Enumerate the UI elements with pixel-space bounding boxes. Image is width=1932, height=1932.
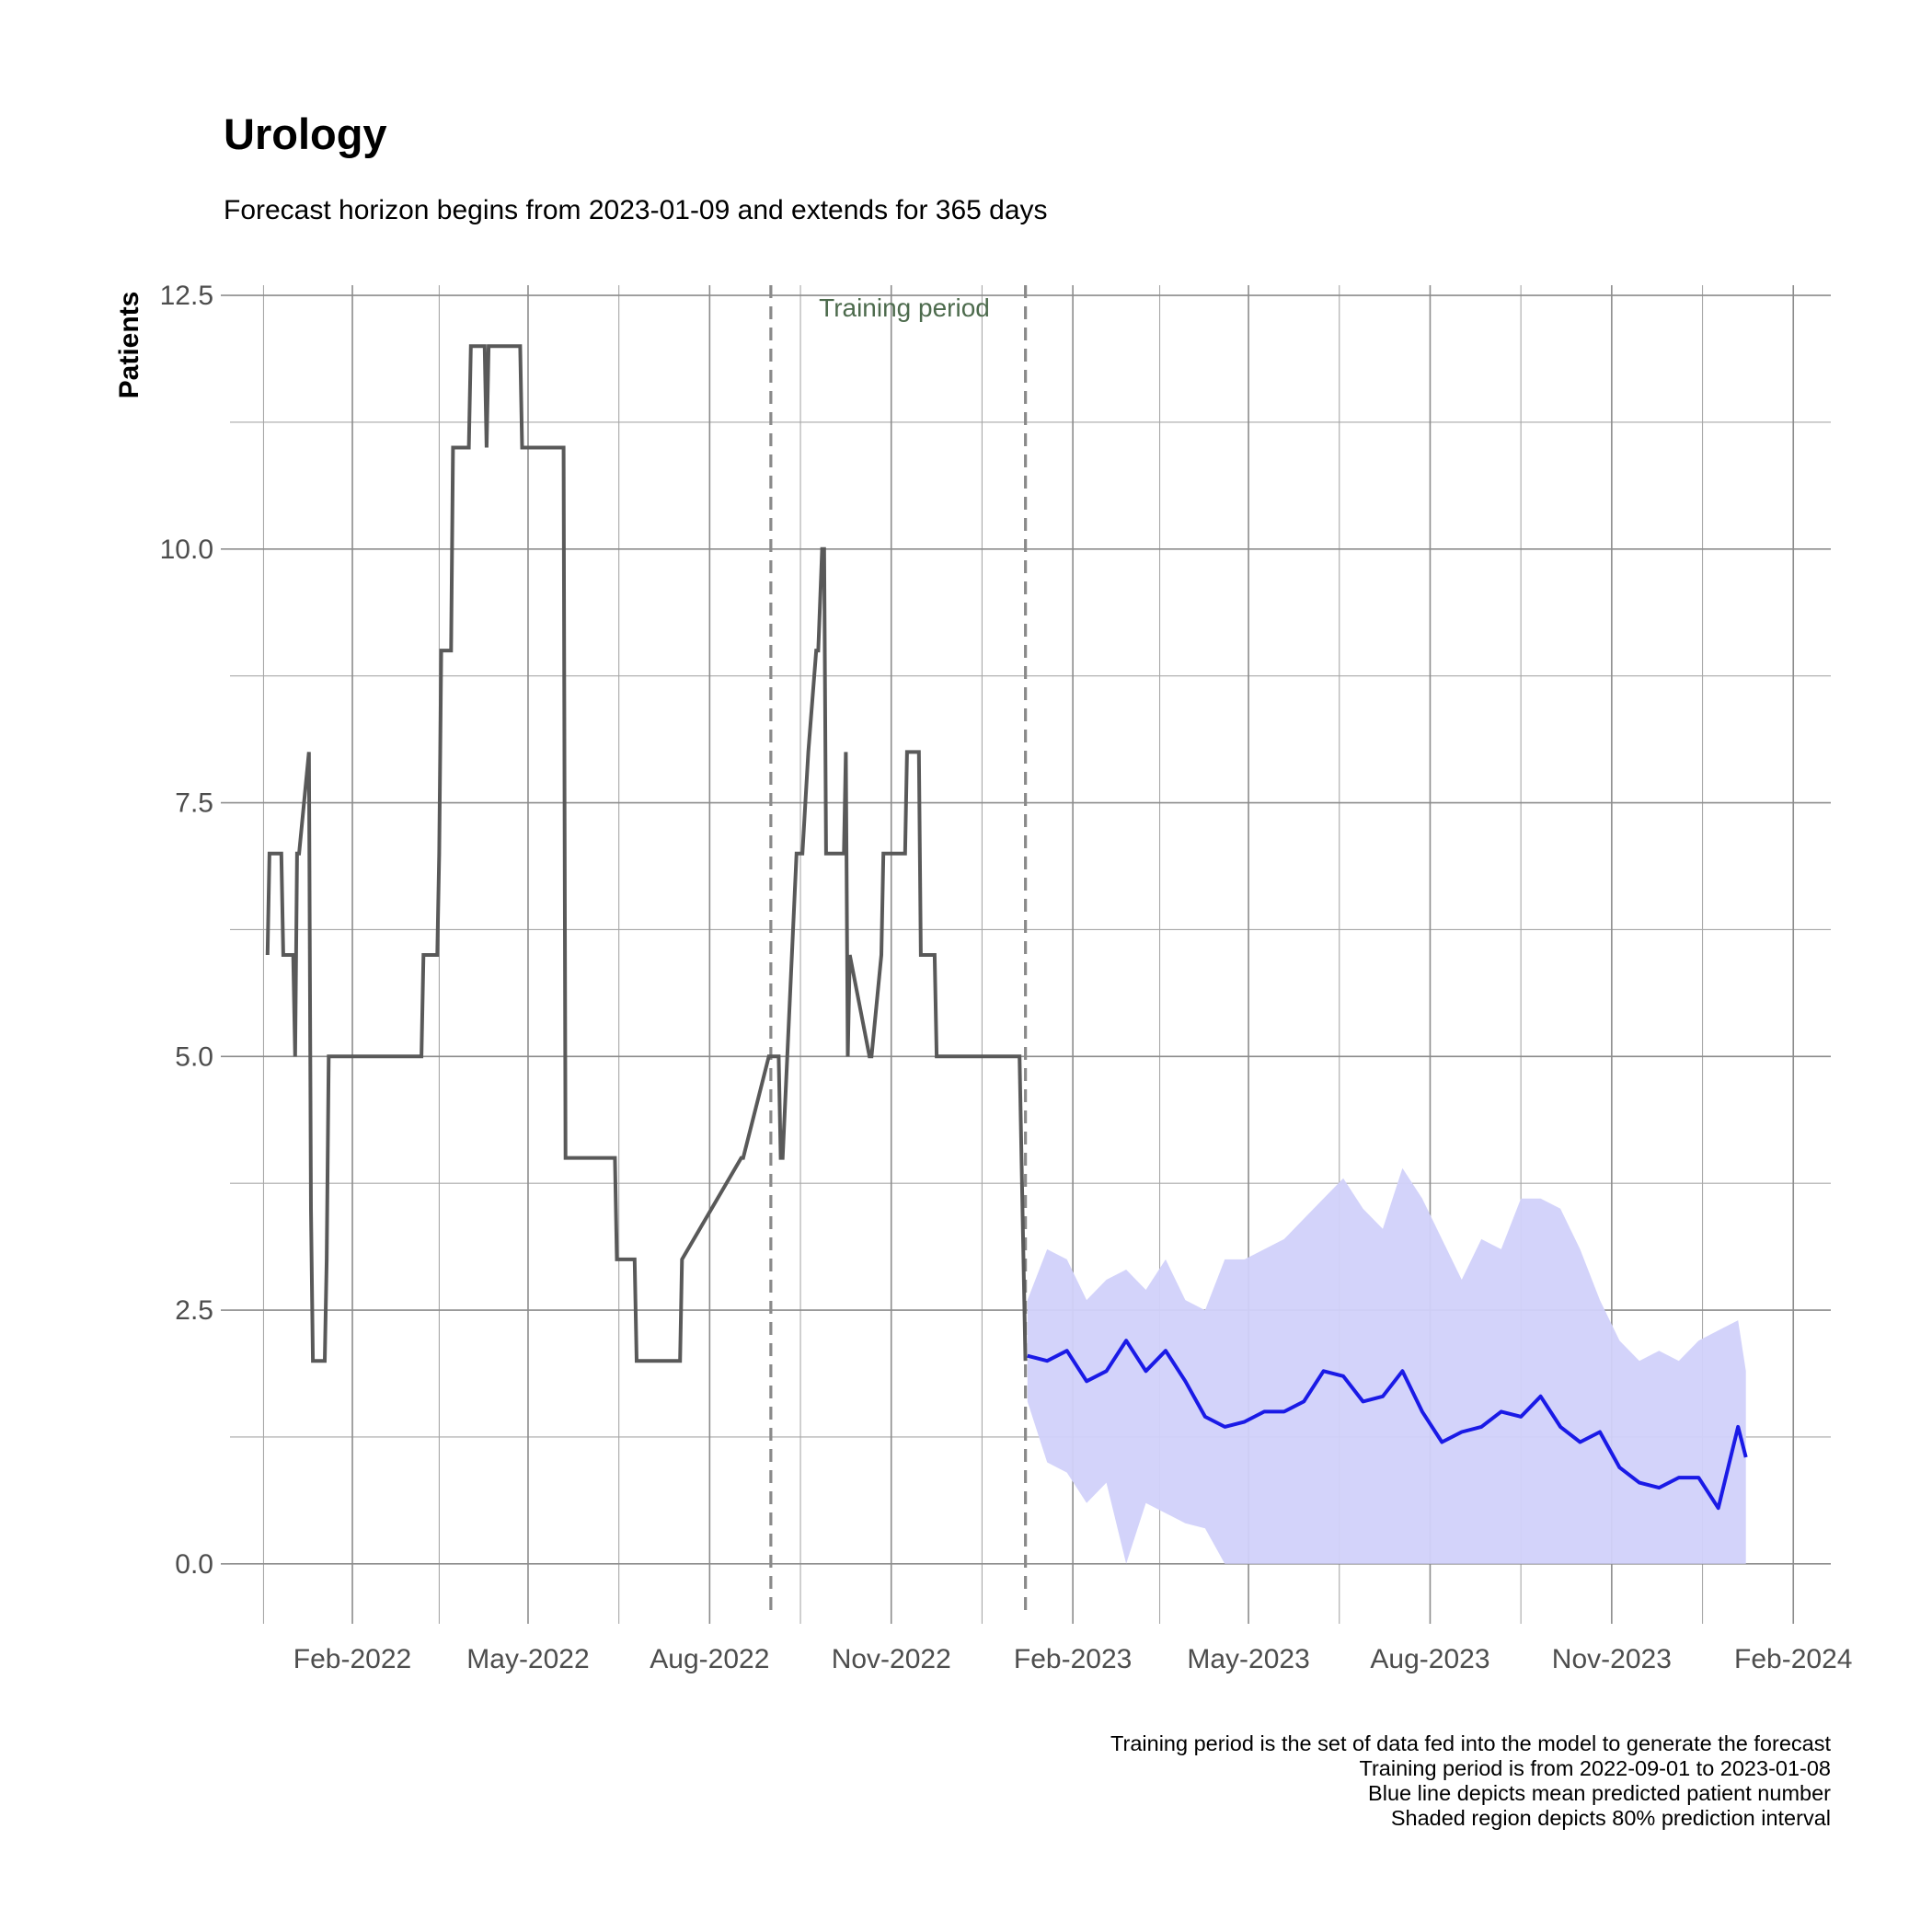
caption: Training period is the set of data fed i…: [1110, 1731, 1831, 1830]
caption-line-1: Training period is the set of data fed i…: [1110, 1731, 1831, 1755]
x-tick-label: May-2022: [466, 1644, 589, 1674]
caption-line-2: Training period is from 2022-09-01 to 20…: [1359, 1756, 1831, 1780]
training-period-layer: [769, 285, 1028, 1615]
y-tick-label: 7.5: [175, 788, 213, 819]
x-tick-label: May-2023: [1187, 1644, 1309, 1674]
forecast-mean-line: [1027, 1339, 1748, 1511]
y-tick-label: 10.0: [160, 535, 213, 565]
x-tick-label: Feb-2022: [293, 1644, 411, 1674]
x-tick-label: Aug-2023: [1370, 1644, 1489, 1674]
x-tick-label: Nov-2023: [1552, 1644, 1672, 1674]
y-axis-label: Patients: [114, 292, 144, 399]
prediction-interval-band: [1027, 1167, 1746, 1564]
y-tick-label: 2.5: [175, 1295, 213, 1326]
x-tick-label: Aug-2022: [650, 1644, 769, 1674]
chart-subtitle: Forecast horizon begins from 2023-01-09 …: [224, 195, 1048, 225]
caption-line-4: Shaded region depicts 80% prediction int…: [1391, 1806, 1831, 1830]
x-tick-label: Feb-2023: [1014, 1644, 1132, 1674]
prediction-interval-layer: [1027, 1167, 1746, 1564]
y-axis-ticks: 0.0 2.5 5.0 7.5 10.0 12.5: [160, 281, 213, 1580]
x-axis-ticks: Feb-2022 May-2022 Aug-2022 Nov-2022 Feb-2023…: [293, 1644, 1853, 1674]
y-tick-label: 0.0: [175, 1549, 213, 1580]
y-tick-label: 5.0: [175, 1041, 213, 1072]
caption-line-3: Blue line depicts mean predicted patient…: [1368, 1781, 1831, 1805]
y-tick-label: 12.5: [160, 281, 213, 311]
training-period-label: Training period: [819, 293, 990, 322]
x-tick-label: Nov-2022: [832, 1644, 951, 1674]
chart-title: Urology: [224, 109, 387, 158]
observed-series-line: [265, 344, 1028, 1363]
series-layer: [265, 344, 1748, 1511]
x-tick-label: Feb-2024: [1734, 1644, 1852, 1674]
